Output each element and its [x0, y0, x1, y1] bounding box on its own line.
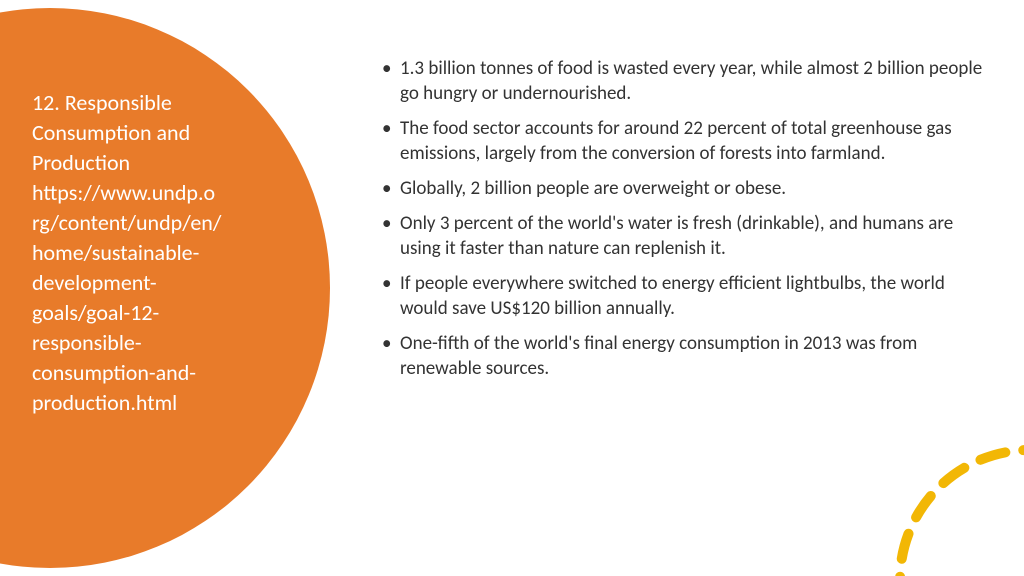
title-line: Production [32, 148, 292, 178]
arc-path [900, 450, 1024, 576]
decorative-arc [820, 370, 1024, 576]
bullet-list: 1.3 billion tonnes of food is wasted eve… [378, 56, 988, 381]
title-line: consumption-and- [32, 358, 292, 388]
bullet-item: If people everywhere switched to energy … [378, 271, 988, 321]
title-line: home/sustainable- [32, 238, 292, 268]
slide: 12. ResponsibleConsumption andProduction… [0, 0, 1024, 576]
slide-title: 12. ResponsibleConsumption andProduction… [32, 88, 292, 418]
title-line: production.html [32, 388, 292, 418]
bullet-item: Only 3 percent of the world's water is f… [378, 211, 988, 261]
title-line: 12. Responsible [32, 88, 292, 118]
title-line: rg/content/undp/en/ [32, 208, 292, 238]
bullet-item: 1.3 billion tonnes of food is wasted eve… [378, 56, 988, 106]
bullet-item: Globally, 2 billion people are overweigh… [378, 176, 988, 201]
title-line: responsible- [32, 328, 292, 358]
title-line: Consumption and [32, 118, 292, 148]
title-line: goals/goal-12- [32, 298, 292, 328]
bullet-item: The food sector accounts for around 22 p… [378, 116, 988, 166]
title-line: https://www.undp.o [32, 178, 292, 208]
title-line: development- [32, 268, 292, 298]
bullet-content: 1.3 billion tonnes of food is wasted eve… [378, 56, 988, 391]
